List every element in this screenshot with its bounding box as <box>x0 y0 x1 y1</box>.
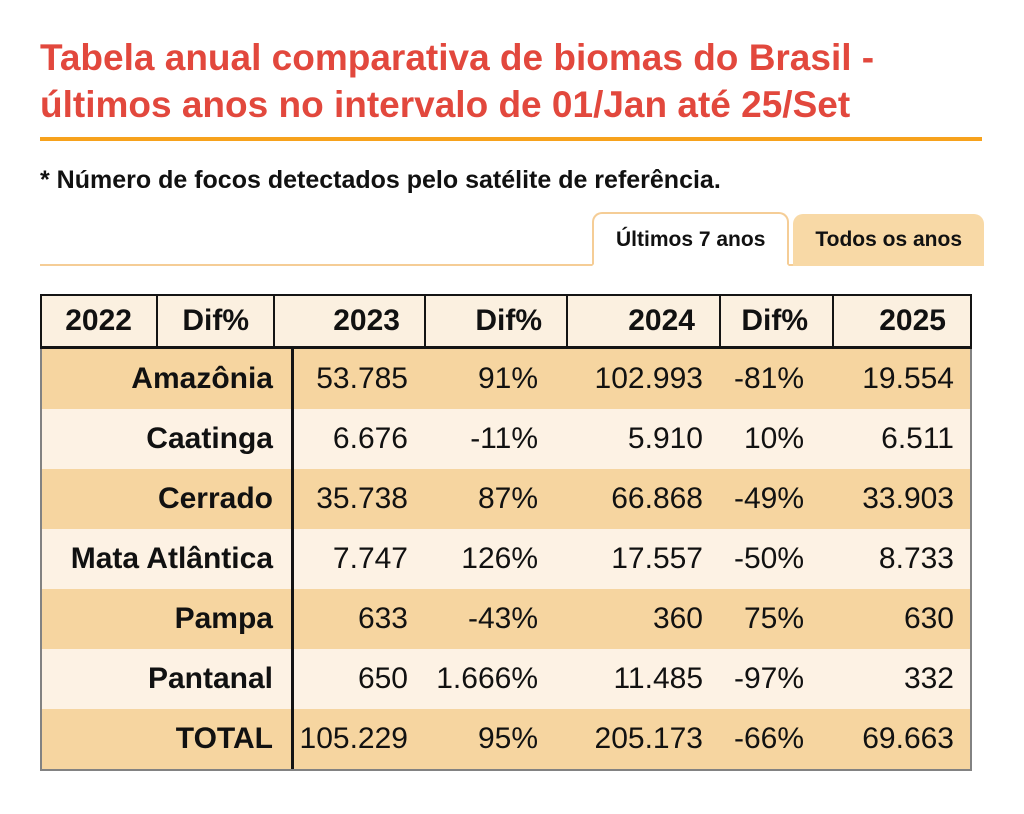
table-row-total: TOTAL 105.229 95% 205.173 -66% 69.663 <box>42 709 970 769</box>
cell-pampa-1: -43% <box>467 602 538 635</box>
cell-caatinga-4: 6.511 <box>881 422 954 455</box>
row-label-caatinga: Caatinga <box>42 409 294 469</box>
cell-cerrado-3: -49% <box>733 482 804 515</box>
cell-pantanal-4: 332 <box>903 662 954 695</box>
cell-cerrado-4: 33.903 <box>862 482 954 515</box>
cell-total-2: 205.173 <box>594 722 703 755</box>
cell-amazonia-2: 102.993 <box>594 362 703 395</box>
cell-amazonia-1: 91% <box>477 362 538 395</box>
column-header-6-2025: 2025 <box>832 296 970 346</box>
cell-total-4: 69.663 <box>862 722 954 755</box>
cell-mata-atlantica-3: -50% <box>733 542 804 575</box>
cell-caatinga-2: 5.910 <box>627 422 703 455</box>
table-row-mata-atlantica: Mata Atlântica 7.747 126% 17.557 -50% 8.733 <box>42 529 970 589</box>
table-row-pampa: Pampa 633 -43% 360 75% 630 <box>42 589 970 649</box>
tab-todos-os-anos[interactable]: Todos os anos <box>793 214 984 266</box>
tab-ultimos-7-anos[interactable]: Últimos 7 anos <box>592 212 790 266</box>
row-label-amazonia: Amazônia <box>42 349 294 409</box>
table-row-pantanal: Pantanal 650 1.666% 11.485 -97% 332 <box>42 649 970 709</box>
cell-total-0: 105.229 <box>299 722 408 755</box>
table-header-row: 2022 Dif% 2023 Dif% 2024 Dif% 2025 <box>40 294 972 349</box>
cell-pantanal-0: 650 <box>357 662 408 695</box>
table-row-cerrado: Cerrado 35.738 87% 66.868 -49% 33.903 <box>42 469 970 529</box>
cell-mata-atlantica-1: 126% <box>461 542 538 575</box>
cell-mata-atlantica-4: 8.733 <box>878 542 954 575</box>
table-body: Amazônia 53.785 91% 102.993 -81% 19.554 Caatin… <box>40 349 972 771</box>
cell-caatinga-0: 6.676 <box>332 422 408 455</box>
page-title-line1: Tabela anual comparativa de biomas do Br… <box>40 37 875 78</box>
cell-mata-atlantica-0: 7.747 <box>332 542 408 575</box>
cell-amazonia-4: 19.554 <box>862 362 954 395</box>
cell-cerrado-2: 66.868 <box>611 482 703 515</box>
column-header-5-dif: Dif% <box>719 296 832 346</box>
row-label-mata-atlantica: Mata Atlântica <box>42 529 294 589</box>
column-header-0-2022: 2022 <box>65 304 132 337</box>
cell-amazonia-0: 53.785 <box>316 362 408 395</box>
row-label-pampa: Pampa <box>42 589 294 649</box>
tab-bar: Últimos 7 anos Todos os anos <box>40 208 984 266</box>
cell-pampa-4: 630 <box>903 602 954 635</box>
cell-mata-atlantica-2: 17.557 <box>611 542 703 575</box>
cell-pampa-0: 633 <box>357 602 408 635</box>
cell-cerrado-1: 87% <box>477 482 538 515</box>
cell-pampa-2: 360 <box>652 602 703 635</box>
page: Tabela anual comparativa de biomas do Br… <box>40 34 984 771</box>
cell-pantanal-2: 11.485 <box>613 662 703 695</box>
row-label-total: TOTAL <box>42 709 294 769</box>
row-label-cerrado: Cerrado <box>42 469 294 529</box>
cell-cerrado-0: 35.738 <box>316 482 408 515</box>
column-header-4-2024: 2024 <box>566 296 719 346</box>
column-header-1-dif: Dif% <box>156 296 273 346</box>
cell-caatinga-3: 10% <box>743 422 804 455</box>
column-header-3-dif: Dif% <box>424 296 566 346</box>
table-row-caatinga: Caatinga 6.676 -11% 5.910 10% 6.511 <box>42 409 970 469</box>
cell-pantanal-1: 1.666% <box>436 662 538 695</box>
cell-amazonia-3: -81% <box>733 362 804 395</box>
cell-caatinga-1: -11% <box>470 422 538 455</box>
column-header-2-2023: 2023 <box>273 296 424 346</box>
cell-total-3: -66% <box>733 722 804 755</box>
biomes-table: 2022 Dif% 2023 Dif% 2024 Dif% 2025 Amazônia 53.… <box>40 294 972 771</box>
table-footnote: * Número de focos detectados pelo satéli… <box>40 166 721 194</box>
title-underline <box>40 137 982 141</box>
row-label-pantanal: Pantanal <box>42 649 294 709</box>
cell-pampa-3: 75% <box>743 602 804 635</box>
cell-total-1: 95% <box>477 722 538 755</box>
table-row-amazonia: Amazônia 53.785 91% 102.993 -81% 19.554 <box>42 349 970 409</box>
page-title-line2: últimos anos no intervalo de 01/Jan até … <box>40 84 851 125</box>
page-title: Tabela anual comparativa de biomas do Br… <box>40 34 984 128</box>
cell-pantanal-3: -97% <box>733 662 804 695</box>
